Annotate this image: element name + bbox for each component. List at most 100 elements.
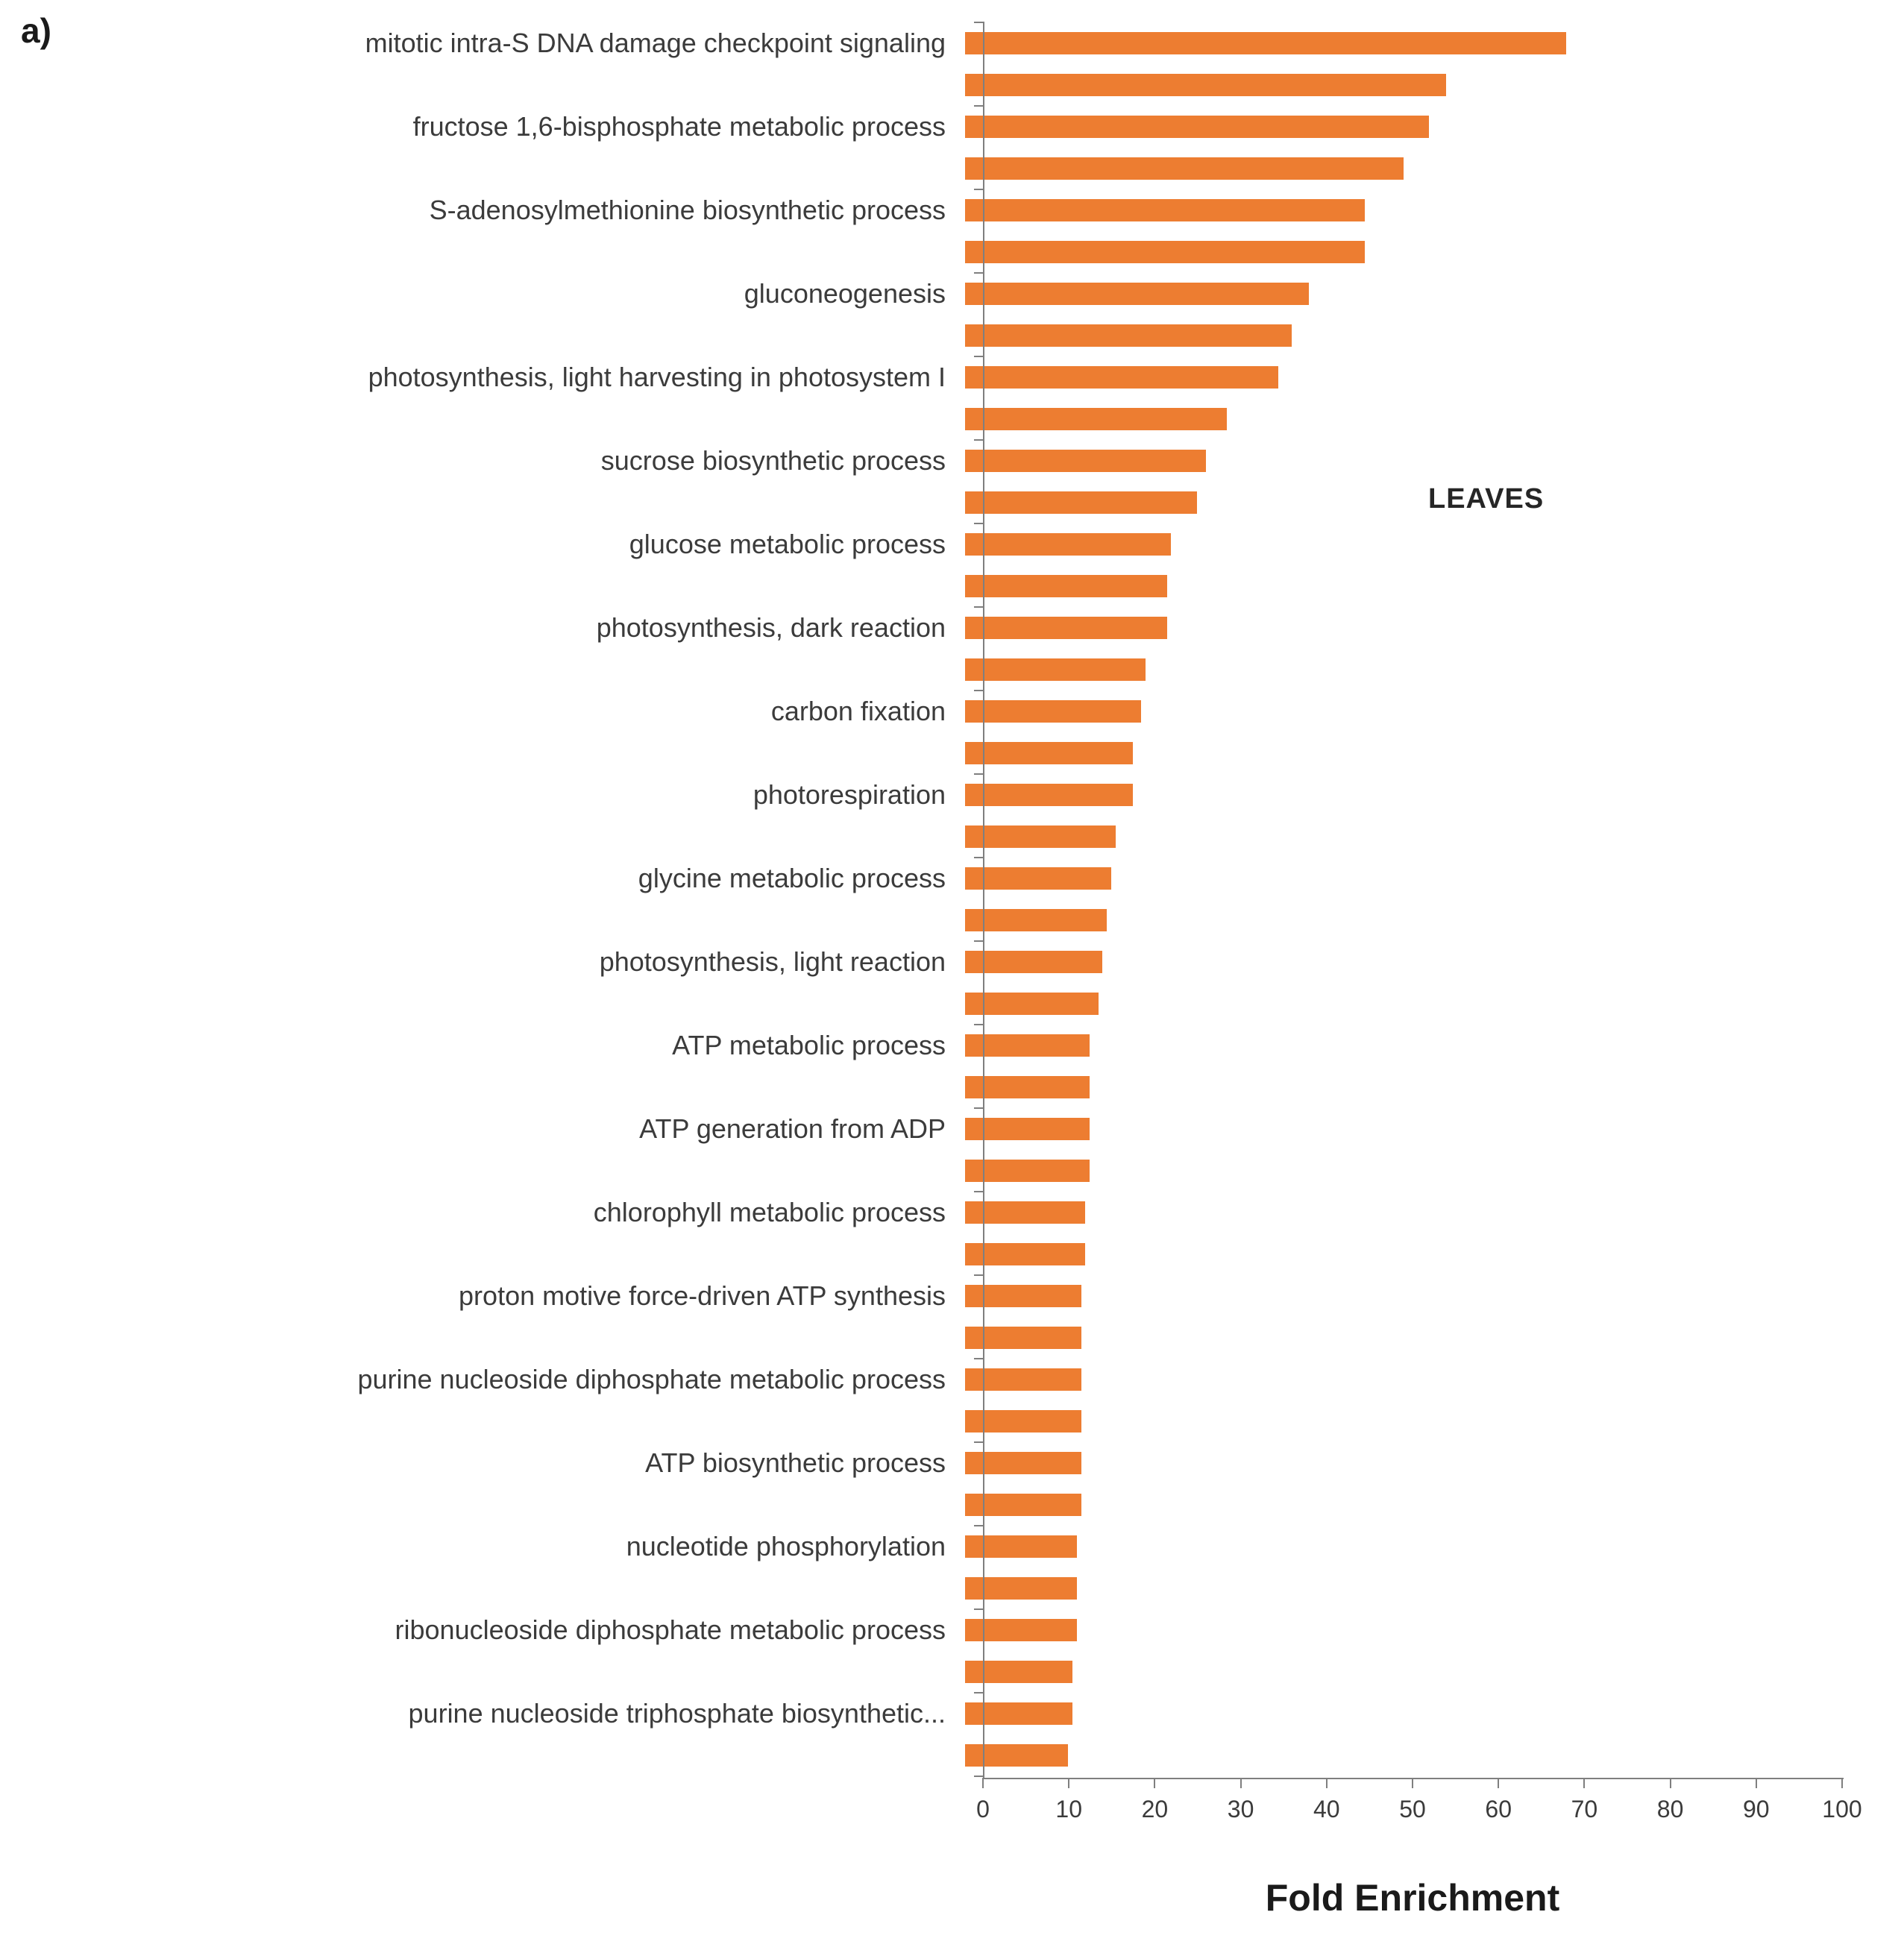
x-tick-label: 60 [1485,1796,1512,1823]
x-tick-mark [982,1778,984,1788]
bar [965,1034,1090,1057]
chart-row [0,148,1824,189]
chart-row [0,1484,1824,1526]
category-label: proton motive force-driven ATP synthesis [459,1280,946,1311]
chart-row: gluconeogenesis [0,273,1824,315]
y-tick-mark [974,940,984,942]
bar-area [965,231,1824,273]
bar [965,241,1365,263]
x-axis-title: Fold Enrichment [1265,1877,1560,1919]
bar-area [965,983,1824,1025]
bar [965,1535,1077,1558]
bar [965,742,1133,764]
x-tick-mark [1412,1778,1413,1788]
y-tick-mark [974,1107,984,1109]
bar [965,199,1365,221]
chart-row: nucleotide phosphorylation [0,1526,1824,1567]
bar [965,951,1103,973]
bar-area [965,1233,1824,1275]
category-label: ATP biosynthetic process [645,1447,946,1478]
bar-chart-rows: mitotic intra-S DNA damage checkpoint si… [0,22,1824,1776]
y-tick-mark [974,857,984,858]
x-tick-label: 20 [1141,1796,1169,1823]
bar-area [965,1317,1824,1359]
x-axis-line [983,1778,1844,1779]
chart-row: purine nucleoside diphosphate metabolic … [0,1359,1824,1400]
y-tick-mark [974,523,984,524]
x-tick-mark [1325,1778,1328,1788]
chart-row [0,315,1824,356]
chart-row [0,482,1824,523]
bar-area [965,1735,1824,1776]
bar [965,1201,1086,1224]
category-label: photosynthesis, light reaction [599,946,946,977]
category-label: purine nucleoside triphosphate biosynthe… [408,1698,946,1729]
bar [965,1744,1069,1767]
x-tick-mark [1498,1778,1500,1788]
bar-area [965,482,1824,523]
bar-area [965,649,1824,691]
x-tick-label: 10 [1055,1796,1082,1823]
chart-row [0,1317,1824,1359]
chart-row [0,398,1824,440]
bar-area [965,1651,1824,1693]
bar [965,283,1309,305]
x-tick-label: 30 [1227,1796,1254,1823]
bar-area [965,1066,1824,1108]
bar [965,1619,1077,1641]
bar [965,784,1133,806]
bar-area [965,858,1824,899]
x-tick-label: 40 [1313,1796,1340,1823]
chart-row: mitotic intra-S DNA damage checkpoint si… [0,22,1824,64]
bar-area [965,440,1824,482]
chart-row: S-adenosylmethionine biosynthetic proces… [0,189,1824,231]
bar-area [965,1400,1824,1442]
bar-area [965,774,1824,816]
category-label: nucleotide phosphorylation [626,1531,946,1562]
bar [965,1661,1072,1683]
chart-row [0,983,1824,1025]
y-tick-mark [974,1274,984,1276]
category-label: photosynthesis, light harvesting in phot… [368,362,946,392]
y-tick-mark [974,1525,984,1526]
chart-row: photorespiration [0,774,1824,816]
chart-row: carbon fixation [0,691,1824,732]
bar-area [965,148,1824,189]
y-tick-mark [974,1191,984,1192]
bar [965,1076,1090,1098]
y-tick-mark [974,272,984,274]
bar-area [965,1693,1824,1735]
x-tick-mark [1154,1778,1156,1788]
chart-row [0,649,1824,691]
bar-area [965,1108,1824,1150]
bar [965,157,1404,180]
y-tick-mark [974,773,984,775]
chart-row: glucose metabolic process [0,523,1824,565]
chart-row: photosynthesis, dark reaction [0,607,1824,649]
bar-area [965,523,1824,565]
bar [965,74,1447,96]
category-label: purine nucleoside diphosphate metabolic … [357,1364,946,1394]
bar-area [965,1275,1824,1317]
chart-row [0,1400,1824,1442]
x-tick-mark [1755,1778,1757,1788]
chart-row: photosynthesis, light harvesting in phot… [0,356,1824,398]
category-label: ribonucleoside diphosphate metabolic pro… [395,1614,946,1645]
category-label: photosynthesis, dark reaction [596,612,946,643]
chart-row [0,1651,1824,1693]
x-axis: 0 10 20 30 40 50 60 70 80 90 100 [976,1778,1862,1837]
bar-area [965,1567,1824,1609]
y-tick-mark [974,356,984,357]
bar [965,1118,1090,1140]
y-tick-mark [974,1776,984,1777]
bar [965,909,1107,931]
chart-row [0,1150,1824,1192]
chart-row [0,565,1824,607]
chart-row [0,231,1824,273]
chart-row: ATP generation from ADP [0,1108,1824,1150]
bar-area [965,1359,1824,1400]
y-tick-mark [974,606,984,608]
bar-area [965,64,1824,106]
bar-area [965,189,1824,231]
